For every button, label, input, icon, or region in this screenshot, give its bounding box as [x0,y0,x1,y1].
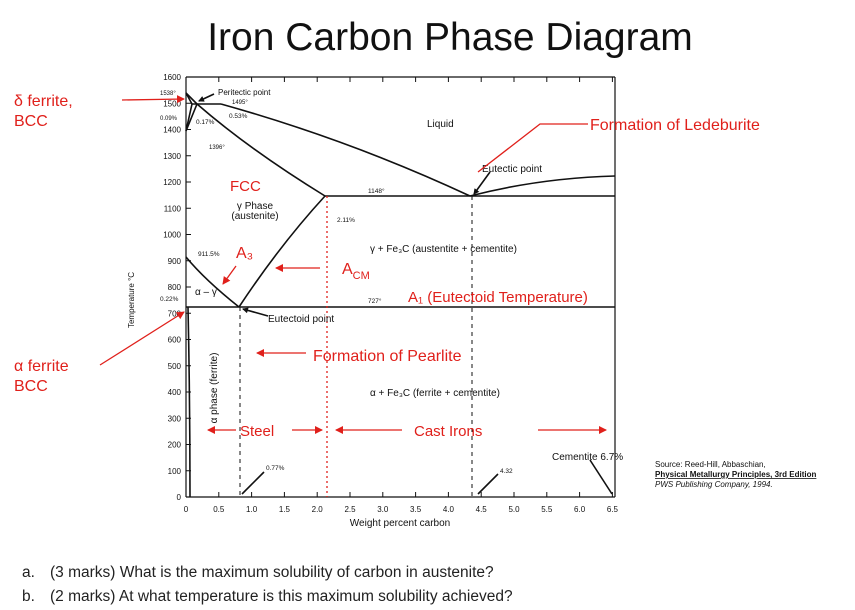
y-tick-label: 1500 [163,99,181,108]
x-tick-label: 0 [184,505,189,514]
label: α + Fe₃C (ferrite + cementite) [370,388,500,399]
label: 911.5% [198,251,220,258]
label: (austenite) [231,211,278,222]
x-tick-label: 3.0 [377,505,389,514]
annotation-part: A [342,261,353,278]
x-tick-label: 2.5 [344,505,356,514]
question: (2 marks) At what temperature is this ma… [50,588,513,605]
label: 0.22% [160,296,179,303]
title: Iron Carbon Phase Diagram [207,16,693,59]
y-tick-label: 1400 [163,126,181,135]
y-tick-label: 1300 [163,152,181,161]
annotation: A₁ (Eutectoid Temperature) [408,289,588,306]
y-tick-label: 0 [177,493,182,502]
questions: a. (3 marks) What is the maximum solubil… [22,564,513,605]
label: 4.32 [500,468,513,475]
annotation: Formation of Ledeburite [590,117,760,134]
label: α phase (ferrite) [209,353,220,424]
label: 0.17% [196,119,215,126]
x-tick-label: 5.0 [508,505,520,514]
y-tick-label: 100 [168,467,182,476]
annotation: A₃ [236,245,253,262]
x-axis-label: Weight percent carbon [350,518,450,529]
label: Cementite 6.7% [552,452,623,463]
x-tick-label: 1.0 [246,505,258,514]
y-tick-label: 700 [168,309,182,318]
label: Liquid [427,119,454,130]
annotation: Formation of Pearlite [313,348,462,365]
label: 1148° [368,187,385,195]
y-axis-label: Temperature °C [127,272,136,328]
y-tick-label: 600 [168,336,182,345]
x-tick-label: 3.5 [410,505,422,514]
label: 0.77% [266,465,285,472]
y-tick-label: 400 [168,388,182,397]
source-line: Physical Metallurgy Principles, 3rd Edit… [655,470,816,479]
x-tick-label: 5.5 [541,505,553,514]
frame [185,76,616,498]
label: Peritectic point [218,88,271,97]
source-line: Source: Reed-Hill, Abbaschian, [655,460,766,469]
label: Eutectic point [482,164,542,175]
annotation-part: CM [353,270,370,282]
source-part: Source: Reed-Hill, Abbaschian, [655,460,766,469]
label: 0.53% [229,113,248,120]
y-tick-label: 200 [168,441,182,450]
annotation: Steel [240,423,274,440]
source-part: Physical Metallurgy Principles, 3rd Edit… [655,470,816,479]
y-tick-label: 1000 [163,231,181,240]
x-tick-label: 4.0 [443,505,455,514]
y-tick-label: 1100 [164,204,182,213]
label: γ Phase [237,201,274,212]
label: 0.09% [160,116,178,122]
ticks: 0 100 200 300 400 500 600 700 800 900 1000 1100 1200… [163,73,618,514]
annotation: ACM [342,261,370,282]
label: Eutectoid point [268,314,334,325]
label: 1495° [232,100,248,106]
label: 2.11% [337,217,355,224]
y-tick-label: 500 [168,362,182,371]
source-part: PWS Publishing Company, 1994. [655,480,773,489]
annotation: δ ferrite, [14,93,73,110]
label: 1396° [209,145,225,151]
y-tick-label: 300 [168,414,182,423]
x-tick-label: 2.0 [312,505,324,514]
question-marker: a. [22,564,35,581]
x-tick-label: 6.0 [574,505,586,514]
annotation: α ferrite [14,358,69,375]
y-tick-label: 900 [168,257,182,266]
label: 727° [368,297,382,305]
x-tick-label: 0.5 [213,505,225,514]
x-tick-label: 6.5 [607,505,619,514]
annotation: Cast Irons [414,423,482,440]
y-tick-label: 1200 [163,178,181,187]
label: γ + Fe₃C (austentite + cementite) [370,244,517,255]
x-tick-label: 1.5 [279,505,291,514]
annotation: BCC [14,378,48,395]
diagram-labels: Peritectic point 1495° 1538° 0.09% 0.17%… [127,88,623,529]
label: α – γ [195,287,217,298]
source: Source: Reed-Hill, Abbaschian, Physical … [655,460,816,489]
annotation: FCC [230,178,261,195]
question-marker: b. [22,588,35,605]
question: (3 marks) What is the maximum solubility… [50,564,494,581]
label: 1538° [160,91,176,97]
annotation: BCC [14,113,48,130]
x-tick-label: 4.5 [476,505,488,514]
y-tick-label: 800 [168,283,182,292]
phase-lines [185,92,616,498]
annotations: δ ferrite, BCC α ferrite BCC Formation o… [14,93,760,440]
y-tick-label: 1600 [163,73,181,82]
source-line: PWS Publishing Company, 1994. [655,480,773,489]
